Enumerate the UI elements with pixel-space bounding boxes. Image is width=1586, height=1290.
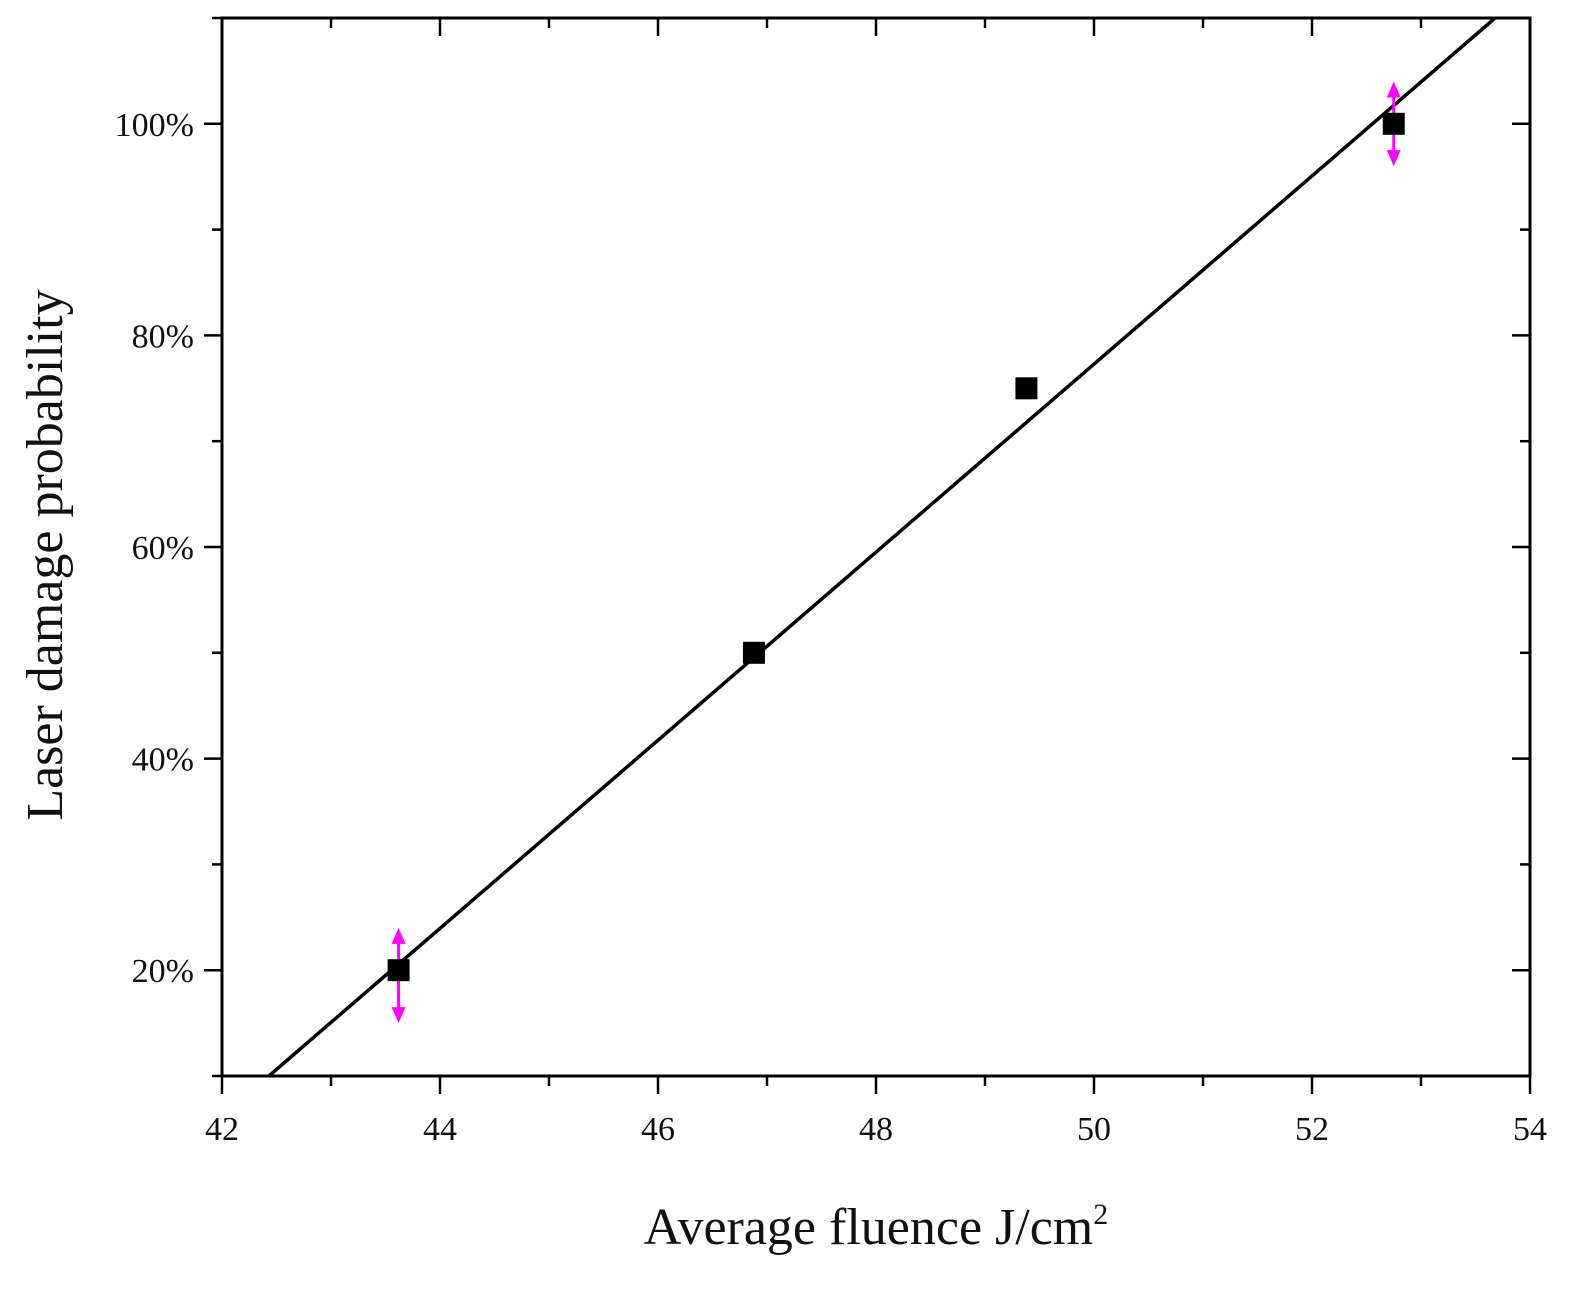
x-tick-label: 48 — [859, 1111, 893, 1148]
x-axis-title-superscript: 2 — [1093, 1198, 1108, 1231]
x-axis-title-text: Average fluence J/cm — [644, 1199, 1093, 1256]
data-point — [1015, 377, 1038, 400]
error-bar-cap-top — [391, 927, 406, 944]
axis-ticks — [204, 16, 1532, 1094]
y-axis-title: Laser damage probability — [17, 289, 74, 820]
y-tick-label: 100% — [115, 107, 194, 144]
x-axis-title: Average fluence J/cm2 — [644, 1198, 1108, 1256]
fit-line — [267, 16, 1497, 1078]
data-points — [387, 112, 1405, 982]
y-tick-label: 20% — [132, 953, 194, 990]
y-tick-label: 40% — [132, 742, 194, 779]
x-tick-label: 50 — [1077, 1111, 1111, 1148]
x-tick-label: 44 — [423, 1111, 457, 1148]
data-point — [742, 641, 765, 664]
error-bar-cap-top — [1386, 81, 1401, 98]
y-tick-label: 60% — [132, 530, 194, 567]
error-bar-cap-bottom — [1386, 150, 1401, 167]
y-tick-label: 80% — [132, 318, 194, 355]
x-tick-label: 42 — [205, 1111, 239, 1148]
data-point — [1382, 112, 1405, 135]
tick-labels: 42 44 46 48 50 52 54 20% 40% 60% 80% 100% — [115, 107, 1547, 1148]
error-bar-cap-bottom — [391, 1007, 406, 1024]
plot-frame — [220, 16, 1532, 1078]
x-tick-label: 46 — [641, 1111, 675, 1148]
x-tick-label: 54 — [1513, 1111, 1547, 1148]
data-point — [387, 959, 410, 982]
error-bars — [391, 81, 1401, 1024]
fit-line-group — [267, 16, 1497, 1078]
x-tick-label: 52 — [1295, 1111, 1329, 1148]
